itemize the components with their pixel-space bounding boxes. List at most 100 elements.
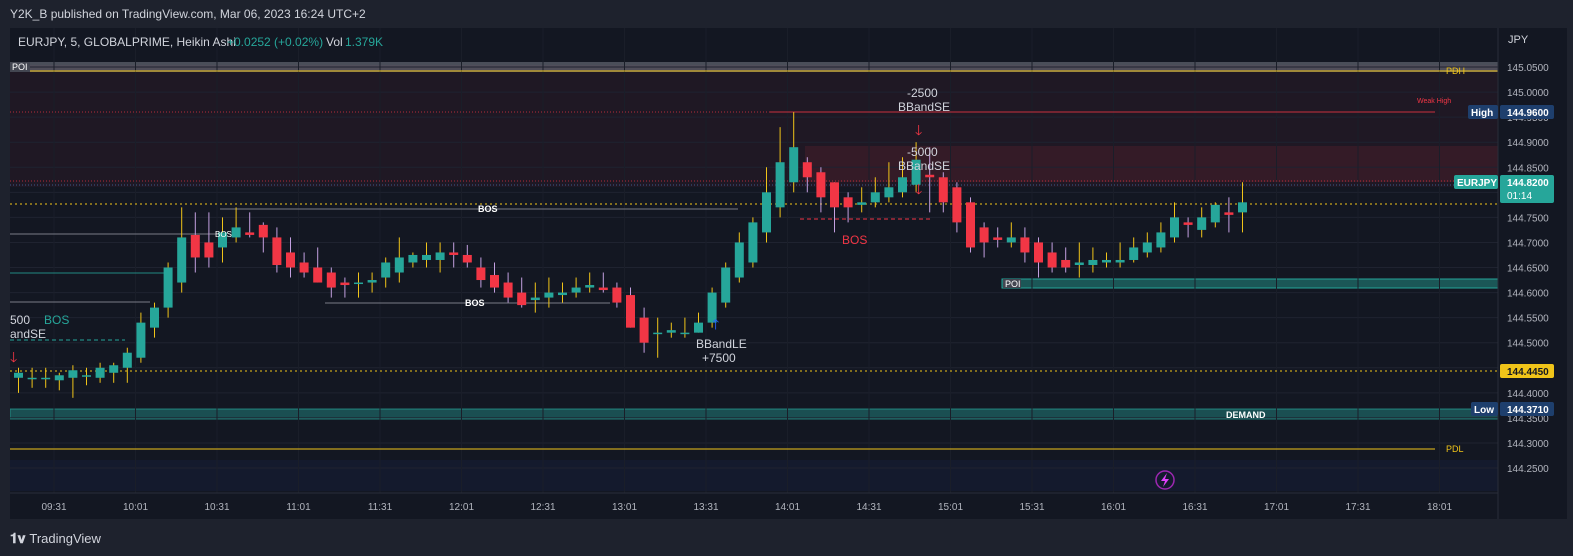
candle[interactable] (1006, 222, 1016, 248)
candle[interactable] (1088, 247, 1098, 273)
time-tick-label: 12:01 (449, 502, 474, 513)
candle[interactable] (163, 262, 173, 318)
candle[interactable] (925, 147, 935, 213)
footer: 𝟏𝐯 TradingView (0, 521, 1573, 556)
candle[interactable] (598, 272, 608, 293)
candle[interactable] (1183, 217, 1193, 238)
candle[interactable] (585, 272, 595, 293)
candle[interactable] (82, 367, 91, 386)
high-price-text: 144.9600 (1507, 108, 1549, 119)
candle[interactable] (299, 252, 309, 278)
candle[interactable] (204, 212, 214, 268)
candle[interactable] (517, 277, 527, 308)
candle[interactable] (54, 372, 64, 391)
candle[interactable] (272, 227, 282, 273)
candle[interactable] (639, 307, 649, 353)
candle[interactable] (870, 177, 880, 208)
candle[interactable] (1061, 247, 1071, 273)
candle[interactable] (707, 287, 717, 328)
candle[interactable] (558, 282, 567, 303)
candle[interactable] (1074, 242, 1084, 278)
candle[interactable] (1047, 242, 1057, 273)
candle[interactable] (1170, 202, 1179, 243)
candle[interactable] (109, 362, 119, 383)
candle[interactable] (326, 267, 336, 298)
candle[interactable] (381, 257, 391, 288)
candle[interactable] (503, 272, 513, 303)
candle[interactable] (1210, 202, 1220, 228)
candle[interactable] (993, 227, 1003, 248)
candle[interactable] (245, 212, 255, 238)
lightning-icon[interactable] (1155, 470, 1175, 490)
candle[interactable] (408, 252, 418, 268)
candle[interactable] (748, 217, 758, 268)
candle[interactable] (354, 272, 363, 298)
candle[interactable] (490, 262, 499, 293)
candle[interactable] (1197, 207, 1207, 238)
candle[interactable] (938, 172, 948, 213)
chart-frame[interactable]: 145.0500145.0000144.9500144.9000144.8500… (10, 28, 1567, 519)
candle[interactable] (571, 277, 581, 298)
candle[interactable] (340, 277, 350, 298)
candle[interactable] (857, 187, 867, 213)
candles-layer[interactable] (14, 112, 1247, 398)
candle[interactable] (762, 167, 771, 243)
candle[interactable] (898, 157, 907, 198)
candle[interactable] (1034, 237, 1043, 278)
candle[interactable] (177, 207, 187, 293)
tradingview-logo[interactable]: 𝟏𝐯 TradingView (10, 530, 101, 547)
candle[interactable] (544, 277, 554, 308)
candle[interactable] (231, 207, 241, 243)
candle[interactable] (721, 262, 731, 308)
candle[interactable] (626, 287, 635, 328)
candle[interactable] (313, 247, 323, 283)
candle[interactable] (218, 217, 227, 263)
candle[interactable] (136, 312, 146, 363)
candle[interactable] (530, 282, 540, 313)
candle[interactable] (41, 367, 51, 388)
candle[interactable] (830, 182, 839, 233)
candle[interactable] (802, 157, 812, 193)
candle[interactable] (150, 302, 159, 338)
candle[interactable] (666, 322, 676, 338)
candle[interactable] (1129, 237, 1139, 263)
candle[interactable] (476, 257, 486, 288)
candle[interactable] (422, 242, 431, 268)
candle[interactable] (789, 112, 799, 193)
candle[interactable] (1224, 197, 1234, 233)
candle[interactable] (394, 237, 404, 283)
candle[interactable] (1102, 252, 1111, 268)
candle[interactable] (816, 167, 826, 213)
candle[interactable] (95, 362, 105, 383)
candle[interactable] (680, 317, 690, 338)
candle[interactable] (27, 367, 37, 388)
price-chart[interactable]: 145.0500145.0000144.9500144.9000144.8500… (10, 28, 1567, 519)
candle[interactable] (911, 142, 921, 193)
candle-body (1183, 222, 1193, 225)
candle[interactable] (462, 244, 472, 268)
candle[interactable] (1238, 182, 1247, 233)
candle[interactable] (952, 182, 962, 233)
candle[interactable] (884, 162, 894, 203)
candle[interactable] (979, 222, 989, 258)
candle[interactable] (1115, 242, 1125, 268)
candle[interactable] (435, 242, 445, 273)
candle[interactable] (14, 367, 23, 393)
candle[interactable] (734, 232, 744, 283)
candle[interactable] (1142, 232, 1152, 258)
candle[interactable] (843, 192, 853, 223)
candle[interactable] (966, 197, 975, 253)
candle[interactable] (258, 222, 268, 253)
candle[interactable] (68, 365, 78, 398)
candle[interactable] (1156, 222, 1166, 253)
candle[interactable] (694, 312, 703, 333)
candle[interactable] (653, 317, 663, 358)
candle[interactable] (612, 282, 622, 308)
candle[interactable] (775, 127, 785, 218)
candle[interactable] (190, 212, 200, 273)
candle[interactable] (1020, 227, 1030, 263)
candle[interactable] (449, 242, 459, 268)
candle[interactable] (122, 347, 132, 383)
candle[interactable] (367, 272, 377, 293)
candle[interactable] (286, 237, 295, 278)
